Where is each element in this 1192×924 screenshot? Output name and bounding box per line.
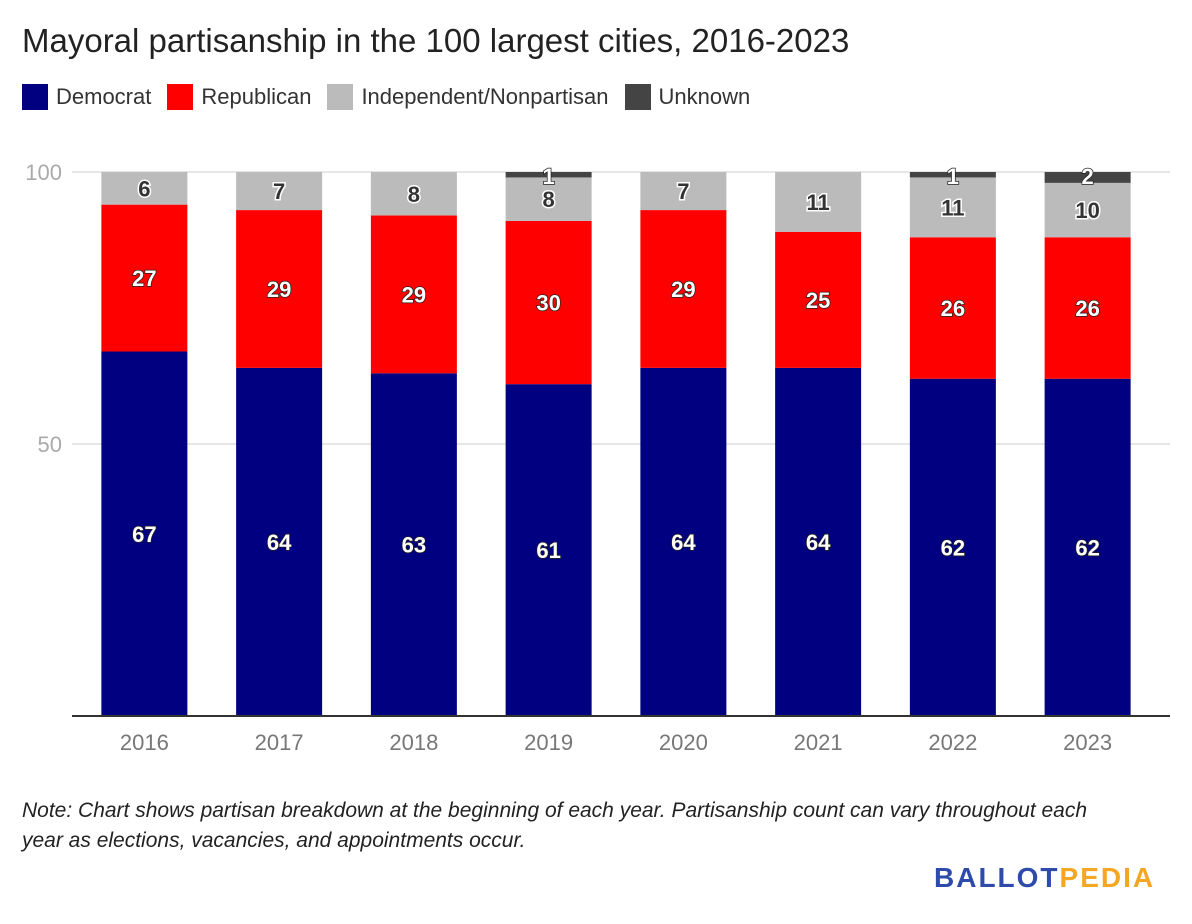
- bar-segment: [909, 172, 996, 178]
- bar-segment: [505, 384, 592, 716]
- data-label: 2: [1082, 164, 1094, 189]
- data-label: 26: [1075, 296, 1099, 321]
- y-tick-label: 50: [38, 432, 62, 457]
- legend: Democrat Republican Independent/Nonpartisa…: [22, 84, 750, 110]
- data-label: 64: [806, 530, 831, 555]
- bar-segment: [370, 215, 457, 374]
- chart-note: Note: Chart shows partisan breakdown at …: [22, 799, 1088, 852]
- bar-segment: [370, 172, 457, 216]
- data-label: 1: [543, 164, 555, 189]
- bar-segment: [101, 172, 188, 205]
- data-label: 29: [267, 277, 291, 302]
- bar-segment: [909, 237, 996, 379]
- legend-item: Unknown: [624, 84, 751, 110]
- legend-item: Democrat: [22, 84, 151, 110]
- data-label: 67: [132, 522, 156, 547]
- bar-segment: [909, 378, 996, 716]
- bar-segment: [1044, 378, 1131, 716]
- data-label: 8: [543, 187, 555, 212]
- bar-segment: [505, 177, 592, 221]
- legend-label: Unknown: [658, 84, 751, 109]
- data-label: 26: [941, 296, 965, 321]
- data-label: 61: [536, 538, 560, 563]
- ballotpedia-logo: BALLOTPEDIA: [934, 862, 1155, 894]
- legend-swatch: [327, 84, 354, 110]
- chart-title: Mayoral partisanship in the 100 largest …: [22, 22, 850, 59]
- bar-segment: [370, 373, 457, 716]
- data-label: 30: [536, 291, 560, 316]
- y-tick-label: 100: [25, 160, 62, 185]
- legend-item: Independent/Nonpartisan: [327, 84, 609, 110]
- bar-segment: [1044, 237, 1131, 379]
- legend-item: Republican: [167, 84, 311, 110]
- bar-segment: [101, 351, 188, 716]
- bar-segment: [1044, 172, 1131, 183]
- chart: 5010067276201664297201763298201861308120…: [25, 160, 1170, 755]
- legend-label: Republican: [201, 84, 312, 109]
- data-label: 7: [677, 179, 689, 204]
- x-tick-label: 2017: [255, 730, 304, 755]
- data-label: 11: [806, 190, 829, 215]
- data-label: 62: [1075, 535, 1099, 560]
- x-tick-label: 2019: [524, 730, 573, 755]
- bar-segment: [775, 172, 862, 232]
- data-label: 63: [402, 533, 426, 558]
- data-label: 6: [138, 176, 150, 201]
- bar-segment: [236, 367, 323, 716]
- data-label: 11: [941, 195, 964, 220]
- legend-swatch: [624, 84, 651, 110]
- bar-segment: [505, 220, 592, 385]
- x-tick-label: 2021: [794, 730, 843, 755]
- logo-part1: BALLOT: [934, 862, 1060, 893]
- legend-label: Independent/Nonpartisan: [361, 84, 609, 109]
- bar-segment: [505, 172, 592, 178]
- bar-segment: [909, 177, 996, 238]
- data-label: 8: [408, 182, 420, 207]
- data-label: 62: [941, 535, 965, 560]
- data-label: 29: [671, 277, 695, 302]
- data-label: 25: [806, 288, 830, 313]
- bar-segment: [640, 367, 727, 716]
- bar-segment: [640, 172, 727, 211]
- x-tick-label: 2020: [659, 730, 708, 755]
- bar-segment: [236, 172, 323, 211]
- data-label: 27: [132, 266, 156, 291]
- data-label: 29: [402, 282, 426, 307]
- data-label: 64: [671, 530, 696, 555]
- data-label: 7: [273, 179, 285, 204]
- bar-segment: [775, 231, 862, 368]
- legend-swatch: [167, 84, 194, 110]
- logo-part2: PEDIA: [1059, 862, 1156, 893]
- x-tick-label: 2023: [1063, 730, 1112, 755]
- x-tick-label: 2018: [389, 730, 438, 755]
- bar-segment: [236, 210, 323, 368]
- legend-label: Democrat: [56, 84, 152, 109]
- bar-segment: [101, 204, 188, 352]
- bar-segment: [775, 367, 862, 716]
- x-tick-label: 2016: [120, 730, 169, 755]
- data-label: 10: [1075, 198, 1099, 223]
- bar-segment: [640, 210, 727, 368]
- bar-segment: [1044, 182, 1131, 238]
- data-label: 1: [947, 164, 959, 189]
- x-tick-label: 2022: [928, 730, 977, 755]
- legend-swatch: [22, 84, 48, 110]
- data-label: 64: [267, 530, 292, 555]
